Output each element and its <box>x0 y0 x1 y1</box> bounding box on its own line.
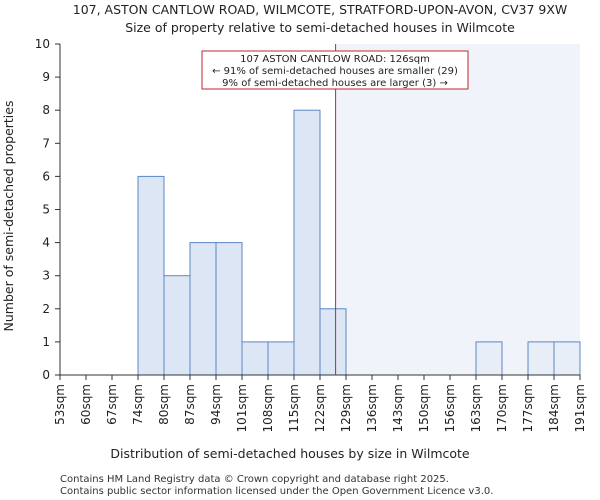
y-tick-label: 0 <box>42 368 50 382</box>
x-tick-label: 108sqm <box>261 384 275 432</box>
chart-title: 107, ASTON CANTLOW ROAD, WILMCOTE, STRAT… <box>73 2 568 17</box>
bar-177sqm <box>527 341 555 376</box>
x-tick-label: 53sqm <box>53 384 67 425</box>
x-tick-label: 87sqm <box>183 384 197 425</box>
bar-163sqm <box>475 341 503 376</box>
x-tick-label: 122sqm <box>313 384 327 432</box>
x-tick-label: 115sqm <box>287 384 301 432</box>
footer-line-2: Contains public sector information licen… <box>60 486 493 497</box>
x-tick-label: 60sqm <box>79 384 93 425</box>
annotation-line-2: ← 91% of semi-detached houses are smalle… <box>212 66 458 77</box>
x-tick-label: 74sqm <box>131 384 145 425</box>
x-tick-label: 80sqm <box>157 384 171 425</box>
bar-108sqm <box>267 341 295 376</box>
bar-94sqm <box>215 242 243 376</box>
y-axis-label: Number of semi-detached properties <box>1 101 16 332</box>
larger-region-shade <box>335 44 580 375</box>
bar-87sqm <box>189 242 217 376</box>
x-tick-label: 191sqm <box>573 384 587 432</box>
bar-80sqm <box>163 275 191 376</box>
x-tick-label: 143sqm <box>391 384 405 432</box>
bar-122sqm <box>319 308 347 376</box>
y-tick-label: 5 <box>42 203 50 217</box>
y-tick-label: 7 <box>42 136 50 150</box>
x-axis-label: Distribution of semi-detached houses by … <box>110 446 470 461</box>
x-tick-label: 101sqm <box>235 384 249 432</box>
y-tick-label: 8 <box>42 103 50 117</box>
x-ticks: 53sqm 60sqm 67sqm 74sqm 80sqm 87sqm 94sqm 101sq… <box>53 375 587 432</box>
bar-101sqm <box>241 341 269 376</box>
y-tick-label: 6 <box>42 169 50 183</box>
annotation-line-1: 107 ASTON CANTLOW ROAD: 126sqm <box>240 54 430 65</box>
y-tick-label: 1 <box>42 335 50 349</box>
chart-subtitle: Size of property relative to semi-detach… <box>125 20 515 35</box>
y-ticks: 0 1 2 3 4 5 6 7 8 9 10 <box>35 37 60 382</box>
x-tick-label: 177sqm <box>521 384 535 432</box>
x-tick-label: 156sqm <box>443 384 457 432</box>
x-tick-label: 136sqm <box>365 384 379 432</box>
y-tick-label: 10 <box>35 37 50 51</box>
y-tick-label: 2 <box>42 302 50 316</box>
bar-184sqm <box>553 341 581 376</box>
bars <box>137 109 581 376</box>
y-tick-label: 4 <box>42 236 50 250</box>
annotation-line-3: 9% of semi-detached houses are larger (3… <box>222 78 448 89</box>
y-tick-label: 9 <box>42 70 50 84</box>
x-tick-label: 163sqm <box>469 384 483 432</box>
x-tick-label: 170sqm <box>495 384 509 432</box>
x-tick-label: 129sqm <box>339 384 353 432</box>
x-tick-label: 150sqm <box>417 384 431 432</box>
x-tick-label: 184sqm <box>547 384 561 432</box>
annotation-box: 107 ASTON CANTLOW ROAD: 126sqm ← 91% of … <box>201 50 469 90</box>
x-tick-label: 67sqm <box>105 384 119 425</box>
y-tick-label: 3 <box>42 269 50 283</box>
x-tick-label: 94sqm <box>209 384 223 425</box>
bar-74sqm <box>137 175 165 376</box>
footer-line-1: Contains HM Land Registry data © Crown c… <box>60 474 449 485</box>
annotation-frame <box>201 50 469 90</box>
bar-115sqm <box>293 109 321 376</box>
